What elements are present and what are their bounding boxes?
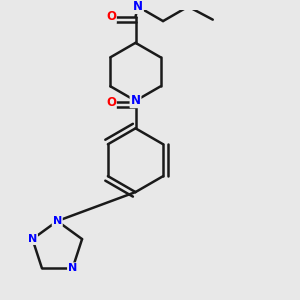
Text: N: N xyxy=(68,263,77,273)
Text: N: N xyxy=(52,216,62,226)
Text: O: O xyxy=(106,96,116,109)
Text: N: N xyxy=(133,0,143,13)
Text: N: N xyxy=(28,234,37,244)
Text: O: O xyxy=(106,10,116,23)
Text: N: N xyxy=(130,94,140,107)
